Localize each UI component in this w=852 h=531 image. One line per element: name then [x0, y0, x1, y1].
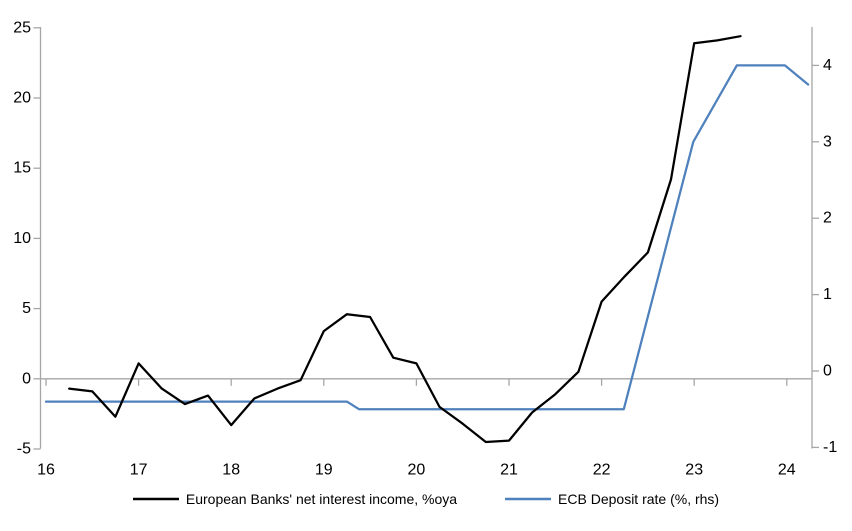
- nii-line-swatch-icon: [132, 497, 179, 501]
- left-axis-tick-label: 25: [13, 19, 31, 36]
- legend: European Banks' net interest income, %oy…: [0, 491, 852, 507]
- ecb-deposit-rate-series-line: [44, 64, 810, 411]
- right-axis-tick-label: 2: [823, 210, 832, 227]
- left-axis-tick-label: 10: [13, 230, 31, 247]
- right-axis-tick-label: -1: [823, 439, 837, 456]
- left-axis-tick-label: -5: [17, 441, 31, 458]
- net-interest-income-series-line: [68, 35, 742, 444]
- x-axis-tick-label: 18: [222, 462, 240, 479]
- x-axis-tick-label: 20: [408, 462, 426, 479]
- left-axis-tick-label: 15: [13, 160, 31, 177]
- left-axis-tick-label: 5: [22, 300, 31, 317]
- right-axis-tick-label: 3: [823, 133, 832, 150]
- x-axis-tick-label: 21: [500, 462, 518, 479]
- ecb-rate-line-swatch-icon: [505, 497, 552, 501]
- right-axis-tick-label: 0: [823, 363, 832, 380]
- right-axis-tick-label: 4: [823, 57, 832, 74]
- left-axis-tick-label: 0: [22, 370, 31, 387]
- legend-item-ecb-deposit-rate: ECB Deposit rate (%, rhs): [505, 491, 719, 507]
- legend-label-net-interest-income: European Banks' net interest income, %oy…: [185, 491, 458, 507]
- x-axis-tick-label: 23: [685, 462, 703, 479]
- right-axis-tick-label: 1: [823, 286, 832, 303]
- legend-label-ecb-deposit-rate: ECB Deposit rate (%, rhs): [558, 491, 720, 507]
- legend-item-net-interest-income: European Banks' net interest income, %oy…: [132, 491, 458, 507]
- x-axis-tick-label: 19: [315, 462, 333, 479]
- left-axis-tick-label: 20: [13, 90, 31, 107]
- x-axis-tick-label: 16: [37, 462, 55, 479]
- x-axis-tick-label: 17: [130, 462, 148, 479]
- x-axis-tick-label: 24: [778, 462, 796, 479]
- x-axis-tick-label: 22: [593, 462, 611, 479]
